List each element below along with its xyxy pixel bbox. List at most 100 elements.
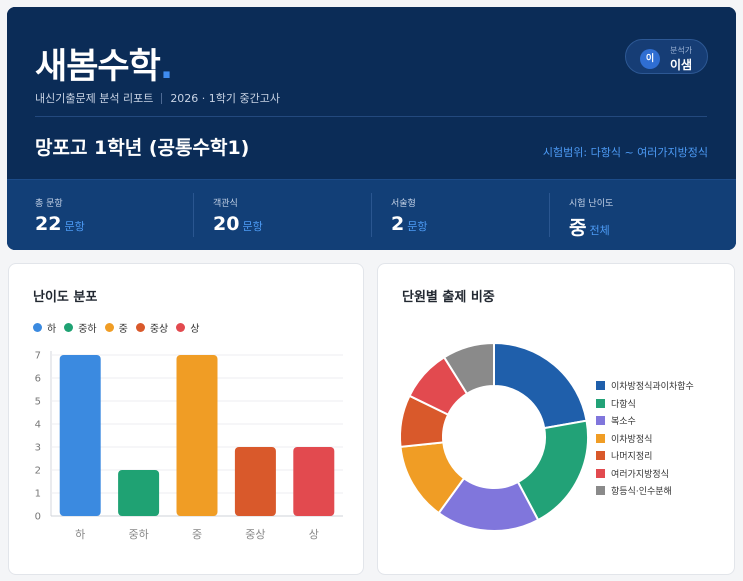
y-tick-label: 5 — [35, 397, 41, 408]
stat-divider — [549, 193, 550, 237]
stat-total: 총 문항 22 문항 — [35, 180, 213, 250]
legend-label: 여러가지방정식 — [611, 469, 669, 480]
header-divider — [35, 116, 707, 117]
x-tick-label: 중하 — [128, 527, 148, 541]
legend-swatch — [596, 468, 605, 478]
y-tick-label: 2 — [35, 466, 41, 477]
legend-swatch — [596, 433, 605, 443]
report-header: 새봄수학. 내신기출문제 분석 리포트 2026 · 1학기 중간고사 이 분석… — [7, 7, 736, 250]
analyst-avatar: 이 — [640, 49, 660, 69]
stats-bar: 총 문항 22 문항 객관식 20 문항 서술형 2 문항 시험 난이도 중 전체 — [7, 179, 736, 250]
y-tick-label: 6 — [35, 374, 41, 385]
unit-donut-chart — [399, 341, 589, 532]
stat-label: 객관식 — [213, 199, 238, 209]
donut-slice — [442, 341, 495, 396]
bar — [234, 447, 276, 516]
stat-number: 22 — [35, 213, 62, 235]
legend-item[interactable]: 복소수 — [596, 412, 694, 430]
stat-divider — [371, 193, 372, 237]
legend-label: 복소수 — [611, 417, 636, 428]
stat-label: 총 문항 — [35, 199, 63, 209]
stat-descriptive: 서술형 2 문항 — [391, 180, 569, 250]
legend-item[interactable]: 여러가지방정식 — [596, 465, 694, 483]
brand-dot: . — [159, 47, 173, 87]
donut-slice — [493, 341, 588, 430]
legend-label: 상 — [190, 324, 200, 335]
legend-item[interactable]: 이차방정식 — [596, 430, 694, 448]
legend-swatch — [596, 416, 605, 426]
stat-divider — [193, 193, 194, 237]
bar — [118, 470, 160, 516]
x-tick-label: 중상 — [245, 528, 265, 541]
stat-value-row: 20 문항 — [213, 213, 263, 235]
bar — [293, 447, 335, 516]
legend-label: 중하 — [78, 324, 97, 335]
legend-item[interactable]: 상 — [176, 320, 199, 335]
stat-label: 시험 난이도 — [569, 199, 614, 209]
stat-number: 20 — [213, 213, 240, 235]
legend-item[interactable]: 항등식·인수분해 — [596, 482, 694, 500]
legend-label: 항등식·인수분해 — [611, 487, 672, 498]
bar — [176, 355, 218, 516]
y-tick-label: 0 — [35, 512, 41, 523]
legend-label: 나머지정리 — [611, 452, 653, 463]
analyst-role: 분석가 — [670, 46, 693, 55]
difficulty-card-title: 난이도 분포 — [33, 290, 98, 305]
x-tick-label: 하 — [75, 527, 85, 541]
x-tick-label: 상 — [309, 528, 319, 541]
stat-objective: 객관식 20 문항 — [213, 180, 391, 250]
legend-swatch — [104, 323, 114, 332]
y-tick-label: 1 — [35, 489, 41, 500]
legend-swatch — [596, 486, 605, 496]
stat-difficulty: 시험 난이도 중 전체 — [569, 180, 736, 250]
legend-label: 하 — [47, 324, 57, 335]
legend-swatch — [135, 323, 145, 332]
analyst-name: 이샘 — [670, 58, 693, 72]
bar — [59, 355, 101, 516]
difficulty-card: 난이도 분포 하 중하 중 중상 상 0 1 2 3 4 5 6 7 하 중하 중 중상 상 — [8, 263, 364, 575]
y-tick-label: 7 — [35, 351, 41, 362]
legend-swatch — [33, 323, 42, 332]
legend-item[interactable]: 나머지정리 — [596, 447, 694, 465]
brand-name: 새봄수학 — [35, 47, 161, 87]
legend-item[interactable]: 중 — [104, 320, 128, 335]
exam-term: 2026 · 1학기 중간고사 — [170, 92, 281, 105]
x-tick-label: 중 — [192, 528, 202, 541]
difficulty-bar-chart: 0 1 2 3 4 5 6 7 하 중하 중 중상 상 — [35, 351, 343, 541]
legend-item[interactable]: 중하 — [64, 320, 97, 335]
stat-value-row: 중 전체 — [569, 213, 610, 240]
legend-swatch — [176, 323, 186, 332]
legend-label: 중상 — [149, 324, 169, 335]
legend-swatch — [596, 381, 605, 391]
report-subline: 내신기출문제 분석 리포트 2026 · 1학기 중간고사 — [35, 90, 280, 106]
legend-item[interactable]: 이차방정식과이차함수 — [596, 377, 694, 395]
stat-unit: 전체 — [589, 224, 610, 237]
legend-item[interactable]: 다항식 — [596, 395, 694, 413]
difficulty-legend: 하 중하 중 중상 상 — [33, 320, 207, 335]
legend-label: 이차방정식 — [611, 434, 653, 445]
stat-unit: 문항 — [64, 220, 85, 233]
stat-label: 서술형 — [391, 199, 416, 209]
legend-label: 중 — [118, 324, 128, 335]
analyst-badge[interactable]: 이 분석가 이샘 — [625, 39, 708, 74]
legend-label: 이차방정식과이차함수 — [611, 382, 694, 393]
unit-card-title: 단원별 출제 비중 — [402, 290, 495, 305]
stat-value-row: 2 문항 — [391, 213, 427, 235]
header-top: 새봄수학. 내신기출문제 분석 리포트 2026 · 1학기 중간고사 이 분석… — [7, 7, 736, 179]
y-tick-label: 4 — [35, 420, 41, 431]
legend-swatch — [64, 323, 74, 332]
legend-swatch — [596, 398, 605, 408]
y-tick-label: 3 — [35, 443, 41, 454]
legend-item[interactable]: 중상 — [135, 320, 169, 335]
brand-title: 새봄수학. — [35, 38, 173, 89]
subline-divider — [161, 92, 163, 104]
stat-value-row: 22 문항 — [35, 213, 85, 235]
legend-label: 다항식 — [611, 399, 636, 410]
stat-number: 2 — [391, 213, 405, 235]
stat-unit: 문항 — [407, 220, 428, 233]
stat-number: 중 — [569, 217, 587, 239]
legend-item[interactable]: 하 — [33, 320, 56, 335]
stat-unit: 문항 — [242, 220, 263, 233]
